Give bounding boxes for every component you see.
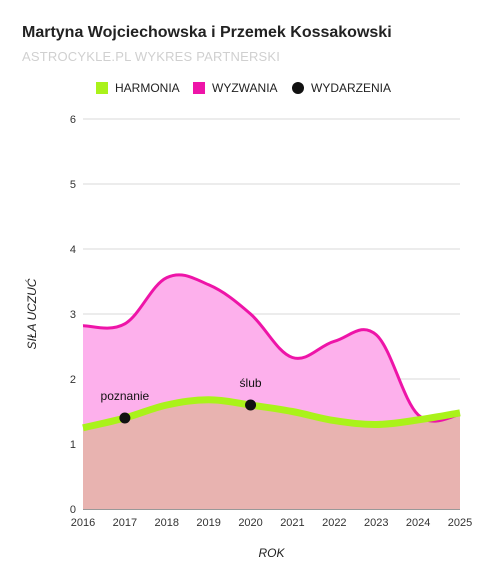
legend-swatch: [292, 82, 304, 94]
legend-label: WYZWANIA: [212, 81, 278, 95]
event-point: [119, 412, 131, 424]
x-tick-label: 2022: [322, 517, 346, 529]
legend: HARMONIA WYZWANIA WYDARZENIA: [96, 81, 391, 95]
x-tick-label: 2023: [364, 517, 388, 529]
x-axis-label: ROK: [258, 546, 285, 560]
harmonia-line: [82, 396, 461, 432]
x-tick-label: 2019: [196, 517, 220, 529]
event-label: poznanie: [101, 389, 150, 403]
x-tick-label: 2018: [155, 517, 179, 529]
chart-title: Martyna Wojciechowska i Przemek Kossakow…: [22, 24, 392, 41]
line-layer: [82, 273, 461, 432]
x-tick-label: 2017: [113, 517, 137, 529]
x-tick-label: 2021: [280, 517, 304, 529]
legend-swatch: [96, 82, 108, 94]
chart-subtitle: ASTROCYKLE.PL WYKRES PARTNERSKI: [22, 49, 281, 64]
y-tick-label: 1: [70, 439, 76, 451]
x-tick-label: 2020: [238, 517, 262, 529]
axis-layer: 0 1 2 3 4 5 6 2016 2017 2018 2019 2020 2021 2022 2023 2…: [24, 114, 472, 560]
event-label: ślub: [240, 376, 262, 390]
y-axis-label: SIŁA UCZUĆ: [24, 278, 39, 349]
y-tick-label: 5: [70, 179, 76, 191]
y-tick-label: 4: [70, 244, 76, 256]
x-tick-label: 2016: [71, 517, 95, 529]
y-tick-label: 3: [70, 309, 76, 321]
legend-swatch: [193, 82, 205, 94]
legend-label: HARMONIA: [115, 81, 180, 95]
wyzwania-line: [82, 273, 461, 423]
y-tick-label: 2: [70, 374, 76, 386]
y-tick-label: 6: [70, 114, 76, 126]
event-layer: poznanie ślub: [101, 376, 262, 424]
x-tick-label: 2024: [406, 517, 430, 529]
y-tick-label: 0: [70, 504, 76, 516]
legend-label: WYDARZENIA: [311, 81, 391, 95]
event-point: [245, 399, 257, 411]
x-tick-label: 2025: [448, 517, 472, 529]
